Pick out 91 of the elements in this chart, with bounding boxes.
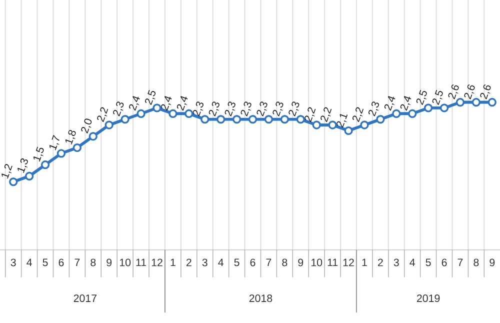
data-label: 2,2	[304, 107, 316, 122]
point	[120, 114, 130, 124]
x-tick-label: 7	[74, 258, 80, 266]
point	[488, 98, 496, 107]
data-label: 2,3	[256, 102, 268, 116]
point	[200, 114, 210, 124]
x-tick-label: 9	[106, 258, 112, 266]
x-tick-label: 8	[282, 258, 288, 266]
data-label: 2,5	[432, 90, 443, 106]
data-label: 2,0	[81, 118, 92, 134]
data-label: 2,6	[448, 84, 459, 100]
x-tick-label: 6	[250, 258, 256, 266]
data-label: 2,3	[272, 102, 284, 116]
data-label: 1,5	[33, 146, 44, 162]
point	[280, 114, 290, 124]
text: 2018	[249, 294, 272, 302]
point	[456, 98, 465, 107]
data-label: 2,3	[240, 102, 252, 116]
data-label: 2,4	[160, 96, 172, 111]
point	[264, 114, 274, 124]
point	[376, 114, 385, 124]
x-tick-label: 10	[120, 258, 131, 266]
point	[9, 177, 18, 186]
point	[168, 109, 178, 118]
x-tick-label: 4	[218, 258, 224, 266]
data-label: 2,2	[320, 107, 332, 122]
point	[40, 160, 50, 170]
x-tick-label: 12	[152, 258, 162, 266]
point	[216, 114, 226, 124]
x-tick-label: 7	[266, 258, 272, 266]
point	[408, 109, 417, 118]
x-tick-label: 7	[458, 258, 463, 266]
x-tick-label: 12	[343, 258, 354, 266]
data-label: 2,4	[129, 96, 140, 111]
x-tick-label: 3	[394, 258, 399, 266]
data-label: 1,3	[18, 158, 28, 173]
point	[248, 114, 258, 124]
x-tick-label: 5	[234, 258, 240, 266]
point	[344, 126, 353, 136]
data-label: 2,3	[368, 102, 380, 116]
point	[136, 109, 146, 118]
point	[440, 104, 449, 112]
point	[232, 114, 242, 124]
data-label: 2,5	[416, 90, 427, 106]
data-label: 2,2	[352, 107, 364, 122]
point	[360, 120, 369, 130]
data-label: 2,6	[464, 84, 475, 100]
point	[472, 98, 481, 107]
point	[72, 143, 82, 152]
x-tick-label: 5	[426, 258, 431, 266]
data-label: 2,3	[288, 102, 300, 116]
x-tick-label: 6	[58, 258, 64, 266]
x-tick-label: 2	[186, 258, 192, 266]
data-label: 1,7	[49, 135, 60, 150]
point	[88, 132, 98, 141]
x-tick-label: 2	[378, 258, 383, 266]
data-label: 2,1	[336, 114, 348, 128]
data-label: 2,3	[192, 102, 204, 116]
data-label: 2,3	[224, 102, 236, 116]
point	[104, 120, 114, 130]
x-tick-label: 8	[90, 258, 96, 266]
data-label: 2,6	[480, 84, 491, 100]
x-tick-label: 4	[26, 258, 32, 266]
x-tick-label: 3	[202, 258, 208, 266]
point	[424, 104, 433, 112]
x-tick-label: 8	[474, 258, 479, 266]
x-tick-label: 4	[410, 258, 416, 266]
text: 2017	[74, 294, 96, 302]
point	[24, 172, 34, 180]
data-label: 1,2	[2, 164, 12, 179]
x-tick-label: 6	[442, 258, 447, 266]
x-tick-label: 9	[298, 258, 304, 266]
text: 2019	[416, 294, 440, 302]
x-tick-label: 11	[328, 258, 338, 266]
x-tick-label: 1	[170, 258, 176, 266]
data-label: 1,8	[65, 130, 76, 145]
x-tick-label: 1	[362, 258, 367, 266]
point	[56, 149, 66, 158]
data-label: 2,4	[400, 96, 412, 111]
x-tick-label: 9	[490, 258, 495, 266]
point	[312, 120, 321, 130]
data-label: 2,2	[97, 107, 108, 122]
x-tick-label: 11	[136, 258, 146, 266]
data-label: 2,3	[208, 102, 220, 116]
data-label: 2,4	[176, 96, 188, 111]
data-label: 2,5	[144, 90, 156, 106]
x-tick-label: 10	[311, 258, 322, 266]
data-label: 2,4	[384, 96, 396, 111]
x-tick-label: 5	[42, 258, 48, 266]
data-label: 2,3	[113, 102, 124, 116]
x-tick-label: 3	[10, 258, 16, 266]
